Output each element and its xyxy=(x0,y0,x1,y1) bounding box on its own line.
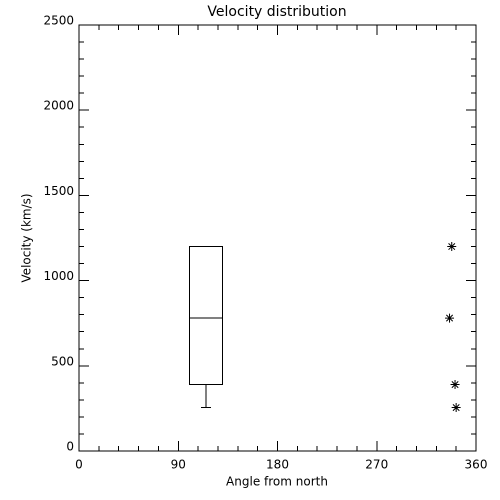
y-tick-label: 1500 xyxy=(43,184,74,198)
x-tick-label: 180 xyxy=(266,458,289,472)
y-axis-label: Velocity (km/s) xyxy=(20,193,34,282)
y-tick-label: 500 xyxy=(51,354,74,368)
x-tick-label: 90 xyxy=(171,458,186,472)
point xyxy=(451,403,461,413)
y-tick-label: 0 xyxy=(66,440,74,454)
y-tick-label: 1000 xyxy=(43,269,74,283)
y-tick-label: 2000 xyxy=(43,99,74,113)
x-axis-label: Angle from north xyxy=(226,475,328,489)
point xyxy=(450,380,460,390)
point xyxy=(447,242,457,252)
x-tick-label: 360 xyxy=(465,458,488,472)
chart-title: Velocity distribution xyxy=(207,4,346,20)
plot-frame xyxy=(78,24,477,452)
x-tick-label: 270 xyxy=(365,458,388,472)
point xyxy=(445,313,455,323)
y-tick-label: 2500 xyxy=(43,14,74,28)
x-tick-label: 0 xyxy=(75,458,83,472)
box xyxy=(188,246,223,386)
